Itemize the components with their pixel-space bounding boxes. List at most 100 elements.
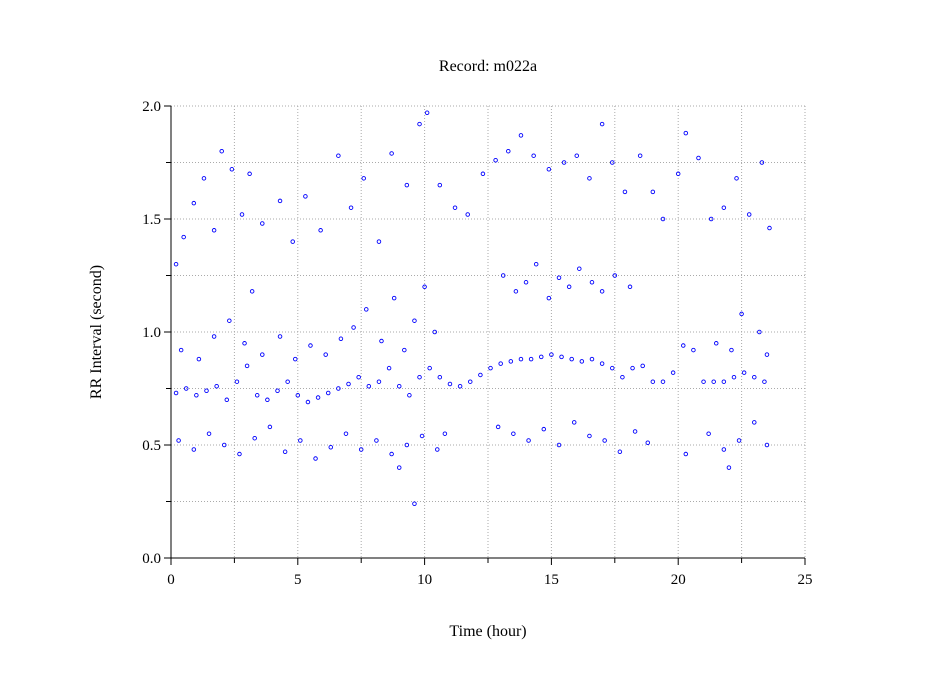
point	[196, 356, 202, 362]
point	[632, 429, 638, 434]
point	[683, 451, 689, 457]
point	[201, 176, 207, 181]
point	[366, 383, 372, 389]
point	[260, 221, 265, 226]
point	[528, 356, 534, 362]
point	[402, 347, 407, 353]
point	[374, 438, 379, 443]
point	[518, 356, 524, 362]
point	[293, 356, 298, 362]
point	[176, 438, 181, 443]
point	[457, 383, 463, 389]
point	[627, 284, 633, 290]
point	[204, 388, 209, 394]
point	[285, 379, 290, 384]
point	[313, 456, 318, 461]
point	[211, 334, 217, 339]
point	[708, 216, 714, 222]
point	[277, 334, 283, 339]
point	[701, 379, 706, 384]
point	[391, 295, 397, 301]
point	[323, 352, 328, 357]
point	[764, 352, 770, 357]
point	[282, 449, 288, 455]
point	[427, 365, 432, 371]
point	[752, 420, 757, 425]
point	[571, 420, 577, 425]
point	[599, 361, 605, 366]
point	[437, 374, 443, 380]
point	[249, 289, 255, 294]
point	[181, 234, 186, 240]
point	[767, 225, 772, 231]
point	[660, 379, 666, 384]
point	[432, 329, 437, 335]
point	[587, 433, 592, 439]
point	[488, 365, 493, 371]
point	[452, 205, 458, 210]
point	[757, 329, 762, 335]
point	[290, 239, 295, 244]
x-tick-label: 25	[798, 572, 813, 588]
point	[467, 379, 473, 384]
point	[726, 465, 732, 470]
point	[404, 182, 410, 188]
point	[343, 431, 349, 436]
point	[574, 153, 580, 158]
point	[541, 426, 547, 432]
point	[252, 435, 257, 441]
point	[422, 284, 427, 290]
point	[620, 374, 625, 380]
point	[610, 365, 615, 371]
x-axis-label: Time (hour)	[449, 623, 526, 640]
point	[523, 280, 529, 285]
point	[191, 447, 197, 452]
point	[407, 393, 412, 398]
point	[637, 153, 643, 158]
point	[389, 151, 394, 156]
point	[277, 198, 283, 204]
point	[303, 194, 308, 199]
point	[696, 155, 701, 161]
y-tick-label: 2.0	[142, 99, 161, 115]
point	[328, 445, 334, 450]
point	[351, 325, 356, 330]
point	[318, 228, 323, 233]
point	[729, 347, 734, 353]
point	[412, 318, 417, 323]
point	[315, 395, 321, 400]
point	[617, 449, 623, 455]
point	[224, 397, 230, 403]
point	[731, 374, 737, 380]
point	[376, 239, 382, 244]
chart-title: Record: m022a	[439, 58, 537, 75]
point	[500, 273, 506, 278]
point	[566, 284, 572, 290]
point	[531, 153, 536, 158]
point	[630, 365, 635, 371]
point	[298, 438, 303, 443]
point	[759, 160, 765, 165]
point	[612, 273, 618, 278]
x-tick-label: 15	[544, 572, 559, 588]
point	[546, 295, 552, 301]
point	[711, 379, 716, 384]
point	[194, 393, 199, 398]
point	[308, 343, 313, 348]
point	[546, 167, 552, 172]
point	[640, 363, 645, 369]
point	[417, 121, 422, 127]
point	[275, 388, 280, 394]
y-tick-label: 0.0	[142, 551, 161, 567]
point	[556, 442, 562, 448]
point	[244, 363, 250, 369]
y-tick-label: 1.0	[142, 325, 161, 341]
point	[348, 205, 354, 210]
point	[713, 341, 719, 346]
point	[173, 261, 179, 267]
point	[404, 442, 410, 448]
point	[480, 171, 486, 177]
point	[336, 386, 341, 391]
point	[579, 359, 585, 364]
